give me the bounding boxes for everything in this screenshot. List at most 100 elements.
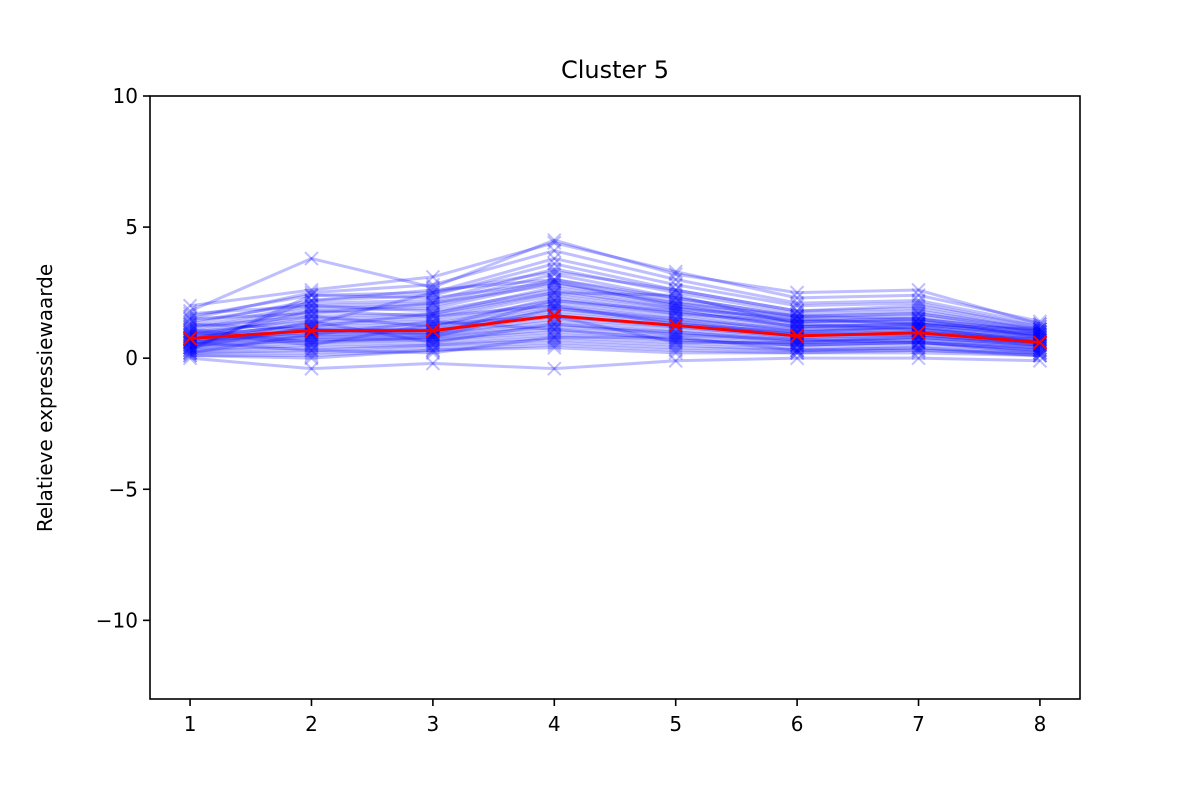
member-series-36-point-5-stroke-b (668, 295, 683, 311)
member-series-45-point-5 (668, 335, 683, 350)
member-series-31-point-2-stroke-b (304, 350, 319, 366)
member-series-43-point-1-stroke-b (182, 316, 198, 332)
member-series-7-line (189, 272, 1041, 331)
member-series-14-point-4 (547, 295, 562, 311)
member-series-26-point-1 (182, 343, 198, 358)
member-series-40-point-3-stroke-b (425, 335, 441, 350)
member-series-7 (182, 267, 1048, 337)
member-series-3-point-2 (304, 285, 319, 300)
member-series-27-point-2-stroke-a (304, 340, 319, 355)
member-series-36-point-6-stroke-b (789, 309, 805, 324)
member-series-13-point-2-stroke-a (304, 316, 319, 332)
member-series-13-point-5-stroke-a (668, 306, 683, 321)
member-series-14-point-8 (1032, 332, 1048, 348)
member-series-1-point-4-stroke-b (547, 232, 562, 248)
member-series-3-point-7-stroke-b (911, 293, 926, 308)
member-series-41-point-4-stroke-a (547, 322, 562, 337)
member-series-37-point-6 (789, 303, 805, 319)
member-series-38-point-1-stroke-b (182, 327, 198, 342)
member-series-38-point-4 (547, 290, 562, 306)
member-series-32-point-1 (182, 350, 198, 366)
member-series-33-point-2-stroke-a (304, 288, 319, 303)
member-series-42-point-3-stroke-a (425, 345, 441, 361)
member-series-15-point-5-stroke-b (668, 311, 683, 327)
member-series-5-point-3-stroke-b (425, 288, 441, 303)
member-series-5-point-4 (547, 256, 562, 271)
member-series-29-point-8-stroke-a (1032, 345, 1048, 361)
member-series-23-point-3-stroke-a (425, 329, 441, 345)
member-series-23-point-1-stroke-b (182, 337, 198, 353)
member-series-4-point-1-stroke-a (182, 309, 198, 324)
member-series-31-point-8 (1032, 348, 1048, 363)
centroid-series-line (189, 314, 1041, 344)
member-series-7-point-3 (425, 295, 441, 311)
member-series-31-point-6-stroke-a (789, 345, 805, 361)
member-series-7-point-4-stroke-a (547, 267, 562, 282)
member-series-45-point-3-stroke-b (425, 316, 441, 332)
member-series-43-point-8 (1032, 322, 1048, 337)
member-series-32-point-6 (789, 350, 805, 366)
member-series-8-point-2 (304, 301, 319, 316)
member-series-9-point-3-stroke-a (425, 301, 441, 316)
member-series-12-point-3-stroke-a (425, 311, 441, 327)
member-series-5-line (189, 262, 1041, 329)
member-series-8-line (189, 278, 1041, 334)
member-series-10-point-4-stroke-b (547, 280, 562, 295)
member-series-39-point-3-stroke-b (425, 329, 441, 345)
member-series-12-point-3-stroke-b (425, 311, 441, 327)
member-series-46-point-6-stroke-b (789, 316, 805, 332)
member-series-6-point-4 (547, 261, 562, 277)
member-series-42-point-6 (789, 343, 805, 358)
member-series-23-line (190, 325, 1041, 350)
member-series-4-point-6-stroke-b (789, 298, 805, 313)
centroid-series-point-8-stroke-b (1032, 335, 1048, 350)
x-tick-label-4: 4 (548, 712, 561, 736)
member-series-35-point-3 (425, 303, 441, 319)
member-series-3-point-1 (182, 311, 198, 327)
member-series-28-point-3 (425, 337, 441, 353)
member-series-8-point-7-stroke-a (911, 309, 926, 324)
member-series-6-line (189, 267, 1041, 331)
member-series-10-line (189, 285, 1041, 337)
member-series-36-point-2-stroke-a (304, 306, 319, 321)
member-series-28-point-3-stroke-b (425, 337, 441, 353)
member-series-33-point-5-stroke-b (668, 298, 683, 313)
member-series-6-point-3 (425, 293, 441, 308)
member-series-43-point-4-stroke-b (547, 293, 562, 308)
y-tick-label-0: 10 (113, 84, 138, 108)
member-series-6-point-2-stroke-a (304, 295, 319, 311)
member-series-9-point-1-stroke-b (182, 324, 198, 340)
member-series-24-point-7 (911, 332, 926, 348)
member-series-20-point-8-stroke-b (1032, 337, 1048, 353)
member-series-13-point-5-stroke-b (668, 306, 683, 321)
member-series-33-point-3-stroke-a (425, 290, 441, 306)
member-series-27-point-7-stroke-b (911, 337, 926, 353)
member-series-3-point-5-stroke-b (668, 272, 683, 287)
member-series-34-point-2-stroke-b (304, 293, 319, 308)
member-series-8-point-5-stroke-a (668, 293, 683, 308)
member-series-30-point-5-stroke-a (668, 343, 683, 358)
member-series-32-point-2-stroke-a (304, 361, 319, 376)
member-series-11-point-4-stroke-a (547, 285, 562, 300)
member-series-25-point-2 (304, 335, 319, 350)
member-series-4-point-6 (789, 298, 805, 313)
member-series-11-line (189, 291, 1041, 337)
member-series-32-point-5-stroke-b (668, 353, 683, 369)
member-series-41-point-1-stroke-a (182, 345, 198, 361)
member-series-18-point-4-stroke-b (547, 306, 562, 321)
member-series-33-point-6-stroke-a (789, 314, 805, 329)
member-series-21-point-8-stroke-b (1032, 337, 1048, 353)
member-series-27-point-2-stroke-b (304, 340, 319, 355)
member-series-4-point-4-stroke-b (547, 251, 562, 266)
member-series-39-point-8-stroke-a (1032, 329, 1048, 345)
member-series-31-point-5-stroke-b (668, 345, 683, 361)
member-series-10-point-6 (789, 316, 805, 332)
member-series-44-point-7-stroke-b (911, 319, 926, 334)
member-series-5-point-4-stroke-b (547, 256, 562, 271)
member-series-43-point-8-stroke-a (1032, 322, 1048, 337)
member-series-6-point-8 (1032, 322, 1048, 337)
member-series-26-point-3-stroke-a (425, 335, 441, 350)
member-series-33-point-1-stroke-a (182, 343, 198, 358)
member-series-35-line (189, 288, 1041, 337)
member-series-7-point-6-stroke-a (789, 309, 805, 324)
